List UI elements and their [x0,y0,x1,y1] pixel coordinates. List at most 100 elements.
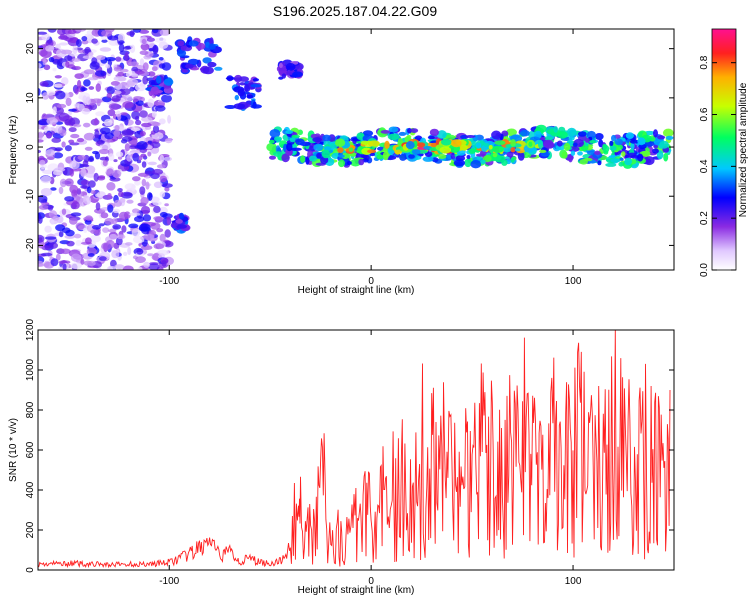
colorbar-label: Normalized spectral amplitude [738,82,749,217]
spectrogram-cell [47,205,54,211]
spectrogram-cell [106,182,116,191]
spectrogram-cell [107,35,119,41]
spectrogram-cell [115,56,122,62]
spectrogram-cell [152,201,162,206]
spectrogram-cell [67,29,77,35]
spectrogram-cell [158,41,169,49]
spectrogram-cell [152,122,161,127]
spectrogram-cell [155,105,166,112]
spectrogram-cell [665,135,674,140]
spectrogram-cell [274,136,282,142]
spectrogram-cell [445,134,456,140]
spectrogram-cell [123,251,128,256]
spectrogram-cell [61,208,67,215]
spectrogram-cell [164,229,171,238]
spectrogram-cell [164,187,170,192]
spectrogram-cell [138,155,143,161]
spectrogram-cell [572,142,578,147]
spectrogram-cell [170,222,179,229]
spectrogram-cell [98,223,105,227]
spectrogram-cell [630,155,639,159]
spectrogram-cell [141,245,153,251]
spectrogram-cell [429,128,439,137]
spectrogram-cell [147,140,152,144]
spectrogram-cell [597,160,602,166]
spectrogram-cell [38,31,48,35]
spectrogram-cell [131,228,141,237]
spectrogram-cell [95,202,101,211]
spectrogram-cell [570,150,576,156]
spectrogram-cell [70,262,82,270]
spectrogram-cell [96,55,106,61]
spectrogram-cell [38,139,44,143]
spectrogram-cell [95,83,102,92]
spectrogram-cell [113,130,121,137]
spectrogram-cell [475,153,486,157]
spectrogram-cell [39,81,49,87]
spectrogram-cell [128,212,141,216]
spectrogram-cell [83,122,91,128]
spectrogram-cell [94,129,100,139]
spectrogram-cell [91,38,98,44]
spectrogram-cell [350,159,361,167]
spectrogram-cell [158,57,164,61]
spectrogram-cell [652,148,659,154]
spectrogram-cell [60,49,73,55]
spectrogram-xtick-label: -100 [159,276,179,287]
spectrogram-cell [108,153,115,161]
spectrogram-cell [79,164,90,168]
spectrogram-cell [510,147,516,153]
spectrogram-cell [266,142,277,152]
spectrogram-cell [161,94,172,103]
spectrogram-cell [313,143,324,152]
spectrogram-cell [602,145,610,153]
spectrogram-cell [106,266,114,270]
spectrogram-cell [86,186,92,194]
spectrogram-cell [42,58,47,66]
spectrogram-cell [41,32,50,41]
spectrogram-cell [494,140,506,145]
spectrogram-cell [51,137,61,143]
spectrogram-cell [367,149,377,154]
spectrogram-cell [96,139,105,145]
spectrogram-cell [85,96,91,106]
spectrogram-cell [438,154,447,159]
spectrogram-cell [609,145,617,151]
spectrogram-cell [662,128,674,137]
spectrogram-cell [358,158,365,166]
spectrogram-cell [488,145,493,150]
spectrogram-cell [80,179,90,186]
spectrogram-cell [59,178,67,188]
spectrogram-cell [38,149,42,154]
spectrogram-cell [250,104,262,109]
spectrogram-cell [80,258,85,265]
spectrogram-cell [95,193,103,198]
spectrogram-cell [584,141,589,147]
spectrogram-cell [87,51,94,57]
spectrogram-cell [246,94,253,99]
spectrogram-cell [107,193,112,199]
colorbar-gradient [711,28,737,271]
spectrogram-cell [106,86,115,95]
spectrogram-cell [151,168,164,175]
spectrogram-cell [268,139,275,144]
spectrogram-cell [214,66,223,71]
spectrogram-cell [176,49,187,57]
spectrogram-cell [134,83,147,92]
spectrogram-cell [76,137,85,143]
spectrogram-cell [38,49,48,57]
spectrogram-cell [55,106,64,115]
spectrogram-cell [614,138,623,146]
spectrogram-cell [52,106,57,115]
spectrogram-cell [55,253,61,261]
spectrogram-cell [98,148,110,155]
spectrogram-cell [589,140,596,144]
spectrogram-cell [45,132,53,139]
spectrogram-xtick-label: 0 [368,276,374,287]
spectrogram-cell [278,63,283,68]
spectrogram-cell [145,181,150,190]
spectrogram-cell [621,151,626,157]
